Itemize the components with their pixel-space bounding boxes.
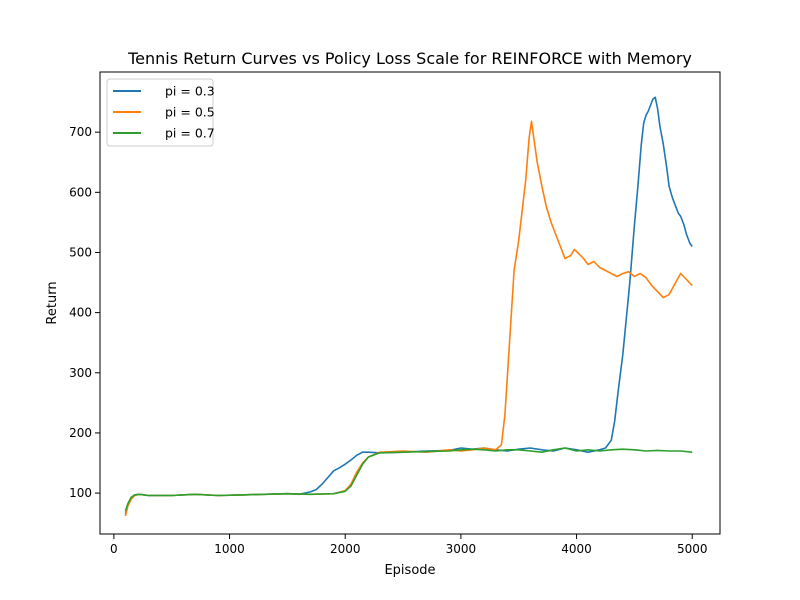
x-axis-ticks: 0 1000 2000 3000 4000 5000 [110,534,708,556]
y-tick-label: 300 [69,366,92,380]
legend-box [106,78,214,147]
y-tick-label: 400 [69,306,92,320]
x-tick-label: 2000 [330,542,361,556]
y-tick-label: 700 [69,125,92,139]
y-tick-label: 500 [69,245,92,259]
y-tick-label: 100 [69,486,92,500]
y-axis-ticks: 100 200 300 400 500 600 700 [69,125,100,500]
x-tick-label: 4000 [561,542,592,556]
legend-label-1: pi = 0.3 [165,84,215,99]
x-tick-label: 5000 [677,542,708,556]
legend-label-2: pi = 0.5 [165,105,215,120]
legend-label-3: pi = 0.7 [165,126,215,141]
y-tick-label: 600 [69,185,92,199]
x-tick-label: 0 [110,542,118,556]
chart-title: Tennis Return Curves vs Policy Loss Scal… [127,49,692,68]
series-layer [124,96,693,517]
axes-frame [99,71,721,535]
y-tick-label: 200 [69,426,92,440]
plot-area: 0 1000 2000 3000 4000 5000 100 200 300 400 500 600… [69,71,721,556]
x-tick-label: 1000 [214,542,245,556]
legend: pi = 0.3 pi = 0.5 pi = 0.7 [106,78,215,147]
series-line-3 [124,447,693,512]
x-axis-label: Episode [384,563,435,578]
x-tick-label: 3000 [446,542,477,556]
y-axis-label: Return [45,281,60,324]
